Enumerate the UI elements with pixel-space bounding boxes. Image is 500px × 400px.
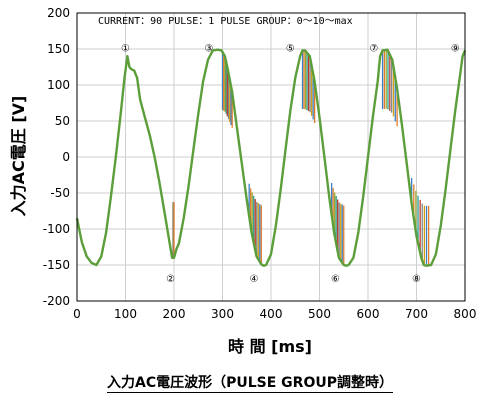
x-tick-label: 300 [211,307,234,321]
peak-marker: ⑧ [412,274,421,285]
peak-markers: ① ② ③ ④ ⑤ ⑥ ⑦ ⑧ ⑨ [121,44,460,285]
y-tick-label: 100 [47,78,70,92]
peak-marker: ⑨ [451,44,460,55]
x-tick-label: 500 [308,307,331,321]
y-tick-label: -50 [50,186,70,200]
pulse-artifacts [172,49,430,266]
x-tick-label: 0 [73,307,81,321]
peak-marker: ① [121,44,130,55]
x-tick-label: 400 [260,307,283,321]
y-tick-label: 200 [47,6,70,20]
peak-marker: ⑤ [286,44,295,55]
x-tick-label: 100 [114,307,137,321]
peak-marker: ③ [204,44,213,55]
x-axis-title: 時 間 [ms] [228,337,312,356]
tick-labels: 0 100 200 300 400 500 600 700 800-200-150-100-50… [43,6,477,321]
plot-frame [76,12,466,302]
x-tick-label: 600 [357,307,380,321]
peak-marker: ⑥ [331,274,340,285]
x-tick-label: 700 [405,307,428,321]
y-tick-label: 150 [47,42,70,56]
chart-annotation: CURRENT：90 PULSE：1 PULSE GROUP：0～10～max [98,16,353,27]
figure-caption: 入力AC電圧波形（PULSE GROUP調整時） [0,372,500,393]
peak-marker: ④ [250,274,259,285]
x-tick-label: 800 [454,307,477,321]
y-axis-title: 入力AC電圧 [V] [9,96,28,217]
y-tick-label: -100 [43,222,70,236]
voltage-chart: 0 100 200 300 400 500 600 700 800-200-150-100-50… [9,6,477,356]
y-tick-label: -200 [43,294,70,308]
y-tick-label: 0 [62,150,70,164]
figure-caption-text: 入力AC電圧波形（PULSE GROUP調整時） [107,375,393,393]
peak-marker: ② [166,274,175,285]
x-tick-label: 200 [163,307,186,321]
peak-marker: ⑦ [369,44,378,55]
series-layer [75,48,467,267]
series-line [75,48,467,267]
y-tick-label: -150 [43,258,70,272]
y-tick-label: 50 [55,114,70,128]
